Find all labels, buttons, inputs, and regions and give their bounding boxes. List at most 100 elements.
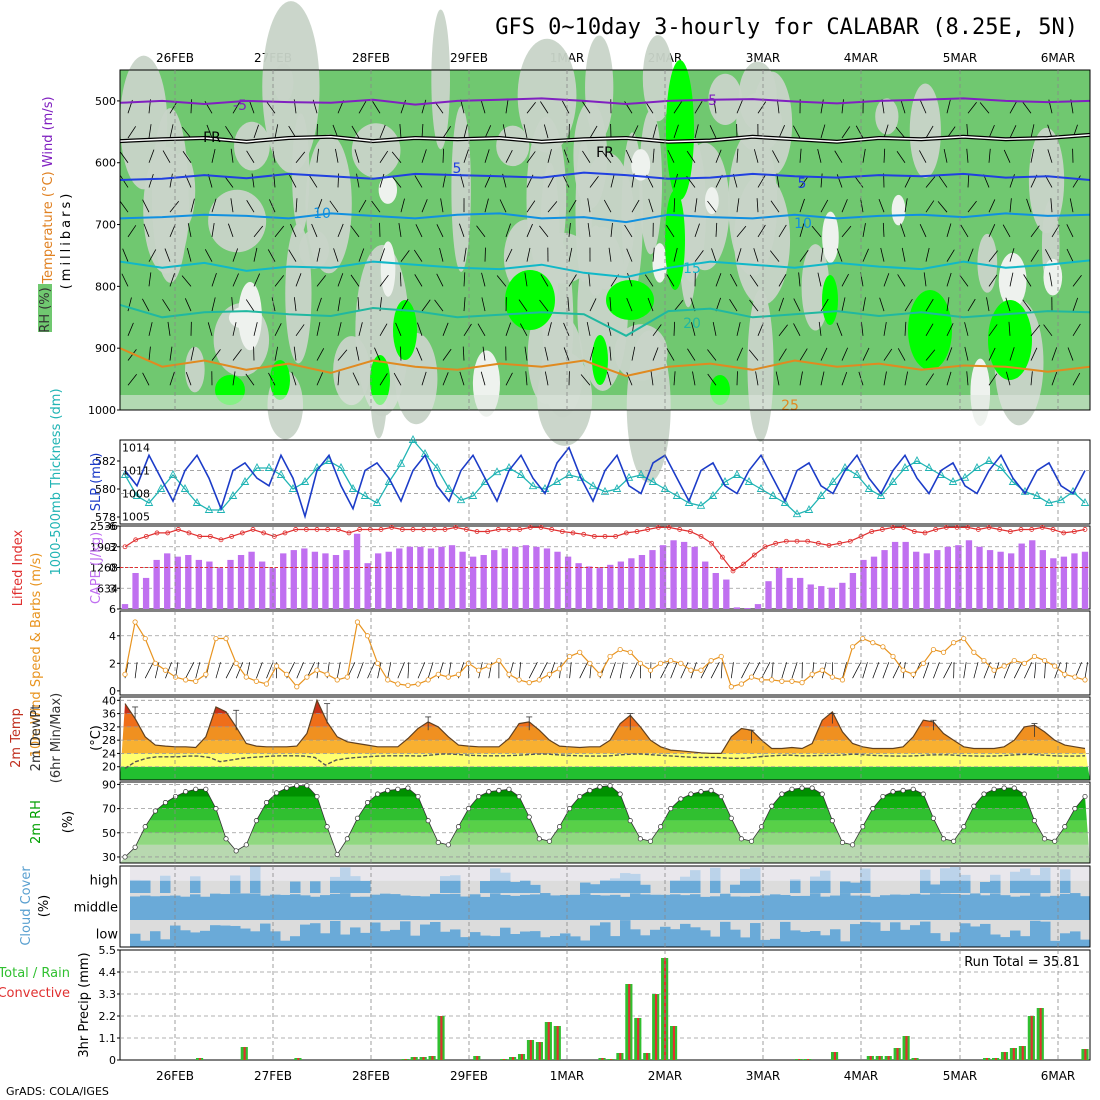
rh-dry-patch bbox=[351, 123, 401, 178]
rh-marker bbox=[466, 806, 472, 812]
cloud-cell bbox=[360, 932, 371, 947]
wind-barb bbox=[295, 273, 302, 287]
lifted-index-marker bbox=[559, 529, 565, 534]
wind-speed-marker bbox=[506, 671, 512, 677]
wind-barb bbox=[715, 149, 722, 163]
wind-barb bbox=[736, 148, 739, 163]
rh-marker bbox=[1042, 836, 1048, 842]
lifted-index-marker bbox=[666, 524, 672, 530]
thickness-marker bbox=[804, 505, 814, 513]
wind-barb bbox=[631, 346, 636, 361]
thickness-marker bbox=[1044, 498, 1054, 506]
thickness-marker bbox=[576, 472, 586, 481]
rh-very-dry-patch bbox=[238, 282, 262, 351]
rh-marker bbox=[920, 791, 926, 797]
wind-barb bbox=[673, 173, 678, 188]
wind-barb bbox=[169, 223, 176, 238]
cloud-cell bbox=[150, 931, 161, 947]
precip-tick-label: 2.2 bbox=[99, 1010, 117, 1023]
thickness-marker bbox=[792, 509, 802, 518]
temp-band bbox=[120, 700, 1090, 714]
thickness-marker bbox=[372, 498, 382, 506]
run-total: Run Total = 35.81 bbox=[964, 955, 1080, 970]
convective-precip-bar bbox=[422, 1057, 425, 1060]
thickness-marker bbox=[828, 477, 838, 485]
wind-barb bbox=[182, 151, 192, 163]
upper-air-panel: -5 -5 FR FR 5 5 10 10 15 20 25 500 600 700 800 900 1000 R… bbox=[38, 1, 1091, 483]
wind-speed-marker bbox=[233, 660, 239, 666]
upper-air-frame bbox=[119, 69, 1091, 411]
wind-barb bbox=[609, 662, 616, 679]
wind-barb bbox=[799, 223, 805, 238]
cloud-cell bbox=[840, 881, 851, 893]
wind-barb bbox=[673, 371, 676, 386]
cloud-cell bbox=[870, 896, 881, 920]
rh-very-dry-patch bbox=[998, 252, 1027, 309]
wind-barb bbox=[836, 322, 843, 336]
wind-barb bbox=[713, 99, 717, 114]
wind-barb bbox=[484, 198, 489, 213]
thickness-marker bbox=[900, 463, 910, 471]
wind-barb bbox=[148, 272, 152, 287]
convective-precip-bar bbox=[1030, 1016, 1033, 1060]
cloud-cell bbox=[590, 925, 601, 947]
cloud-cell bbox=[620, 920, 631, 947]
lifted-index-marker bbox=[207, 533, 213, 539]
cloud-cell bbox=[390, 929, 401, 947]
wind-barb bbox=[442, 372, 449, 386]
wind-barb bbox=[966, 371, 969, 386]
convective-precip-bar bbox=[672, 1026, 676, 1060]
lifted-index-marker bbox=[986, 524, 992, 530]
wind-barb bbox=[1072, 372, 1081, 386]
cloud-cell bbox=[540, 893, 551, 920]
wind-barb bbox=[938, 175, 948, 188]
wind-barb bbox=[925, 323, 934, 337]
wind-barb bbox=[901, 247, 906, 262]
wind-barb bbox=[253, 225, 264, 238]
cloud-cell bbox=[790, 896, 801, 920]
wind-barb bbox=[289, 174, 297, 188]
cloud-cell bbox=[920, 921, 931, 947]
rh-dry-patch bbox=[517, 38, 577, 153]
wind-barb bbox=[896, 150, 906, 163]
wind-barb bbox=[820, 99, 824, 114]
wind-barb bbox=[1066, 224, 1074, 238]
thickness-marker bbox=[996, 463, 1006, 471]
cloud-cell bbox=[700, 930, 711, 947]
rh-marker bbox=[546, 838, 552, 844]
wind-barb bbox=[295, 324, 305, 337]
wind-barb bbox=[547, 322, 552, 336]
wind-barb bbox=[820, 347, 828, 361]
wind-speed-marker bbox=[213, 635, 219, 642]
cape-bar bbox=[396, 548, 403, 609]
cloud-cell bbox=[740, 896, 751, 920]
lifted-index-marker bbox=[719, 554, 725, 560]
wind-barb bbox=[919, 150, 927, 163]
wind-barb bbox=[946, 223, 952, 238]
cloud-cell bbox=[850, 895, 861, 920]
wind-barb bbox=[505, 322, 512, 336]
wind-barb bbox=[316, 198, 323, 213]
cloud-cell bbox=[920, 894, 931, 920]
top-day-label: 5MAR bbox=[943, 51, 978, 65]
contour-label: 5 bbox=[453, 161, 462, 177]
cloud-cell bbox=[480, 896, 491, 920]
pressure-tick-label: 700 bbox=[95, 219, 116, 232]
cape-bar bbox=[185, 554, 192, 609]
contour-label: 10 bbox=[794, 216, 812, 232]
cloud-cell bbox=[930, 893, 941, 920]
thickness-marker bbox=[636, 470, 646, 478]
wind-speed-marker bbox=[738, 681, 745, 687]
cape-bar bbox=[607, 564, 614, 609]
wind-barb bbox=[741, 662, 750, 679]
wind-barb bbox=[169, 101, 178, 114]
wind-barb bbox=[562, 100, 570, 114]
wind-speed-marker bbox=[425, 677, 431, 683]
cape-bar bbox=[586, 566, 593, 609]
wind-barb bbox=[841, 297, 846, 312]
wind-barb bbox=[120, 175, 129, 188]
cape-bar bbox=[237, 554, 245, 609]
cape-bar bbox=[533, 546, 540, 609]
cape-bar bbox=[712, 572, 719, 609]
cloud-cell bbox=[1060, 933, 1071, 947]
